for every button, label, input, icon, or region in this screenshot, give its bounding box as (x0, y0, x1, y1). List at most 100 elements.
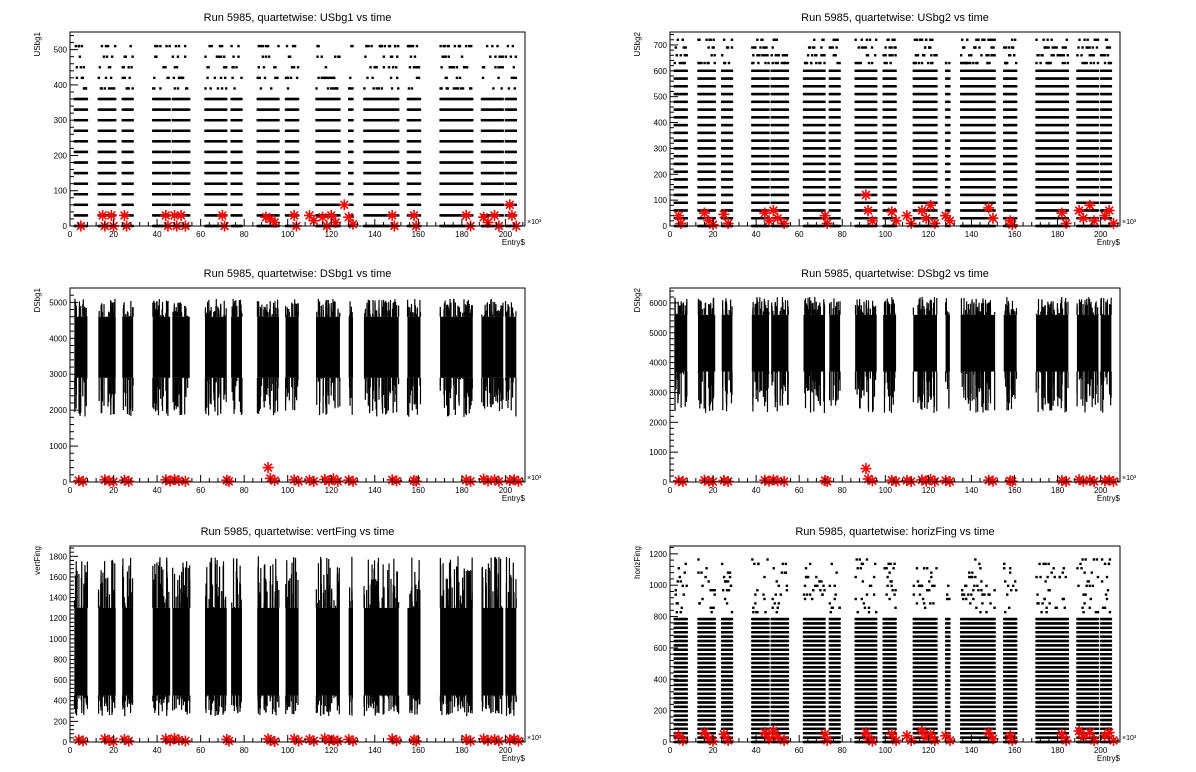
data-point (263, 66, 265, 68)
data-point (153, 87, 155, 89)
data-point (82, 77, 84, 79)
data-point (259, 77, 261, 79)
data-point (85, 87, 87, 89)
data-point (260, 87, 262, 89)
data-point (206, 77, 208, 79)
data-point (207, 66, 209, 68)
data-point (188, 172, 190, 174)
data-point (240, 214, 242, 216)
data-point (220, 55, 222, 57)
data-point (168, 151, 170, 153)
data-point (168, 193, 170, 195)
data-point (167, 77, 169, 79)
data-point (131, 161, 133, 163)
data-point (113, 87, 115, 89)
data-point (86, 130, 88, 132)
data-point (240, 77, 242, 79)
data-point (232, 66, 234, 68)
data-point (81, 45, 83, 47)
data-point (258, 45, 260, 47)
data-point (107, 45, 109, 47)
data-point (106, 55, 108, 57)
data-point (109, 66, 111, 68)
data-point (154, 45, 156, 47)
data-point (264, 77, 266, 79)
data-point (221, 87, 223, 89)
cluster-3 (122, 45, 134, 227)
data-point (240, 182, 242, 184)
data-point (86, 182, 88, 184)
data-point (86, 161, 88, 163)
data-point (257, 77, 259, 79)
data-point (237, 55, 239, 57)
data-point (128, 77, 130, 79)
data-point (101, 45, 103, 47)
data-point (114, 45, 116, 47)
data-point (188, 193, 190, 195)
data-point (265, 45, 267, 47)
data-point (131, 140, 133, 142)
data-point (216, 55, 218, 57)
data-point (103, 55, 105, 57)
data-point (168, 98, 170, 100)
data-point (78, 45, 80, 47)
data-point (240, 130, 242, 132)
data-point (224, 77, 226, 79)
data-point (260, 45, 262, 47)
data-point (79, 55, 81, 57)
cluster-4 (152, 45, 171, 227)
data-point (225, 151, 227, 153)
data-point (153, 77, 155, 79)
data-point (214, 77, 216, 79)
data-point (76, 77, 78, 79)
data-point (262, 55, 264, 57)
data-point (114, 172, 116, 174)
data-point (225, 98, 227, 100)
data-point (131, 130, 133, 132)
data-point (114, 98, 116, 100)
data-point (172, 55, 174, 57)
data-point (86, 214, 88, 216)
data-point (225, 193, 227, 195)
data-point (209, 87, 211, 89)
data-point (114, 161, 116, 163)
data-point (240, 119, 242, 121)
data-point (110, 77, 112, 79)
data-point (204, 55, 206, 57)
data-point (168, 130, 170, 132)
data-point (240, 161, 242, 163)
data-point (123, 66, 125, 68)
data-point (168, 182, 170, 184)
data-point (225, 108, 227, 110)
data-point (225, 140, 227, 142)
data-point (225, 119, 227, 121)
data-point (233, 87, 235, 89)
data-point (174, 66, 176, 68)
data-point (86, 151, 88, 153)
data-point (104, 87, 106, 89)
data-point (188, 130, 190, 132)
data-point (240, 193, 242, 195)
data-point (258, 66, 260, 68)
data-point (131, 214, 133, 216)
data-point (129, 45, 131, 47)
data-point (168, 45, 170, 47)
data-point (204, 87, 206, 89)
data-point (114, 119, 116, 121)
data-point (188, 204, 190, 206)
data-point (124, 77, 126, 79)
data-point (131, 182, 133, 184)
data-point (208, 45, 210, 47)
data-point (131, 108, 133, 110)
data-point (240, 98, 242, 100)
data-point (99, 66, 101, 68)
data-point (240, 108, 242, 110)
data-point (188, 182, 190, 184)
data-point (188, 140, 190, 142)
data-point (127, 87, 129, 89)
data-point (220, 77, 222, 79)
data-point (156, 45, 158, 47)
data-point (131, 204, 133, 206)
data-point (223, 55, 225, 57)
data-point (164, 66, 166, 68)
